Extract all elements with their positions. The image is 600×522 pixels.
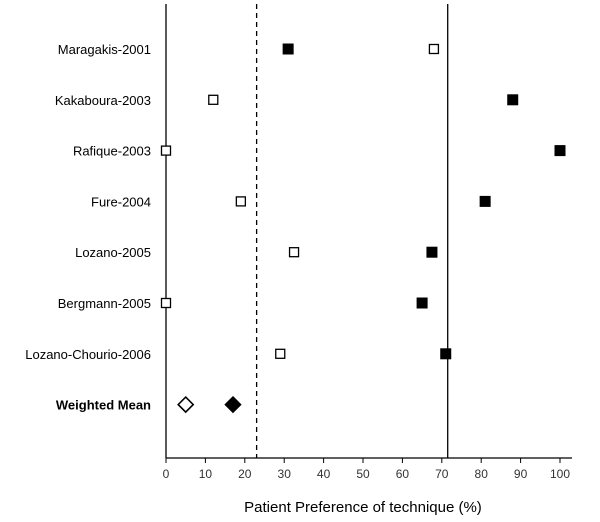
open-square-marker — [288, 247, 300, 258]
open-square-marker — [428, 43, 440, 55]
x-tick-label: 30 — [278, 467, 292, 481]
filled-square-marker — [282, 43, 294, 55]
x-axis-title: Patient Preference of technique (%) — [244, 499, 482, 516]
open-square-marker — [160, 145, 172, 156]
x-tick-label: 80 — [475, 467, 489, 481]
study-labels: Maragakis-2001 Kakaboura-2003 Rafique-2003… — [25, 42, 151, 413]
open-square-marker — [208, 94, 219, 105]
x-tick-label: 60 — [396, 467, 410, 481]
open-square-marker — [160, 297, 172, 309]
open-square-marker — [235, 196, 247, 207]
study-label: Weighted Mean — [56, 398, 151, 413]
study-label: Lozano-2005 — [75, 245, 151, 260]
x-tick-label: 0 — [163, 467, 170, 481]
x-tick-label: 50 — [356, 467, 370, 481]
filled-diamond-marker — [224, 395, 242, 414]
x-tick-label: 90 — [514, 467, 528, 481]
x-tick-label: 100 — [550, 467, 570, 481]
filled-square-marker — [554, 145, 566, 157]
study-label: Fure-2004 — [91, 194, 151, 209]
filled-square-marker — [507, 94, 519, 106]
filled-square-marker — [416, 297, 428, 309]
axes: 0 10 20 30 40 50 60 70 80 90 100 — [163, 4, 572, 481]
x-tick-label: 10 — [199, 467, 213, 481]
data-markers — [160, 43, 566, 414]
filled-square-marker — [426, 246, 438, 258]
filled-square-marker — [479, 195, 491, 207]
x-tick-label: 20 — [238, 467, 252, 481]
study-label: Rafique-2003 — [73, 144, 151, 159]
study-label: Bergmann-2005 — [58, 296, 151, 311]
x-tick-label: 40 — [317, 467, 331, 481]
study-label: Maragakis-2001 — [58, 42, 151, 57]
open-square-marker — [275, 348, 286, 359]
reference-lines — [255, 4, 449, 458]
x-tick-label: 70 — [435, 467, 449, 481]
study-label: Lozano-Chourio-2006 — [25, 347, 151, 362]
filled-square-marker — [440, 348, 452, 360]
open-diamond-marker — [177, 395, 195, 414]
study-label: Kakaboura-2003 — [55, 93, 151, 108]
